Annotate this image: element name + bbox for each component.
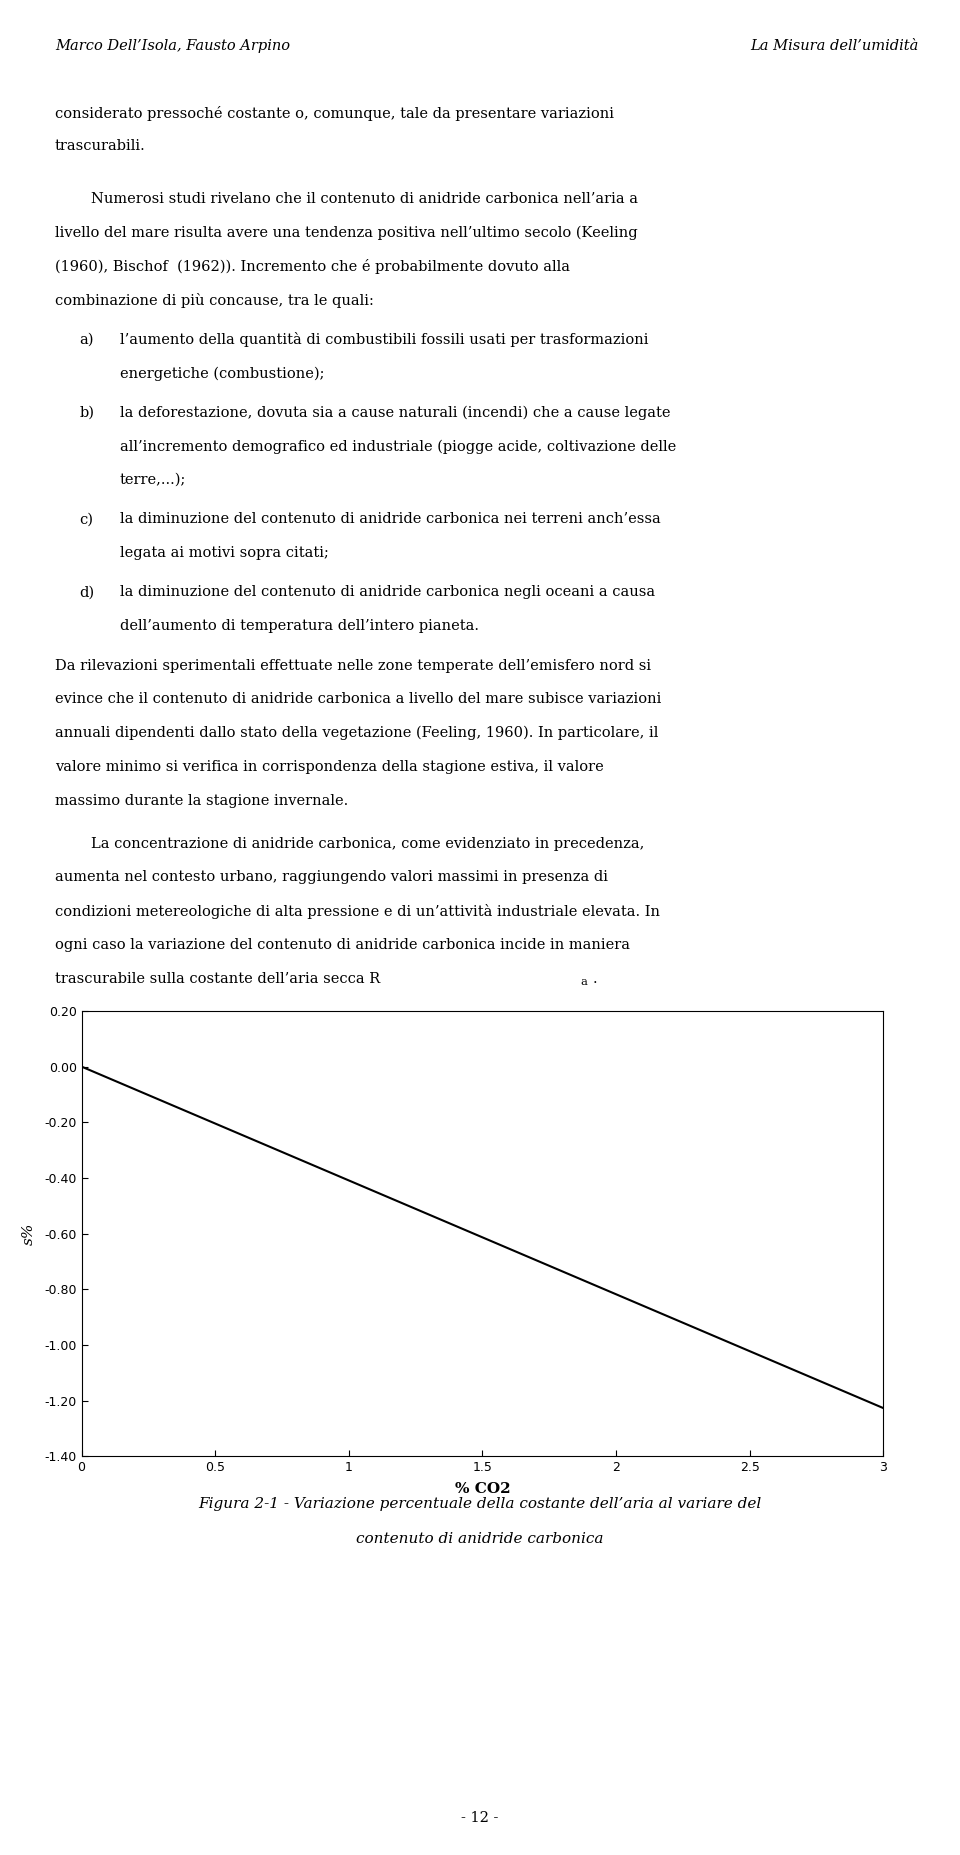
- Text: c): c): [80, 512, 94, 527]
- Text: all’incremento demografico ed industriale (piogge acide, coltivazione delle: all’incremento demografico ed industrial…: [120, 440, 676, 454]
- Text: Numerosi studi rivelano che il contenuto di anidride carbonica nell’aria a: Numerosi studi rivelano che il contenuto…: [91, 191, 638, 206]
- Text: terre,...);: terre,...);: [120, 473, 186, 488]
- Text: massimo durante la stagione invernale.: massimo durante la stagione invernale.: [55, 794, 348, 807]
- Text: Figura 2-1 - Variazione percentuale della costante dell’aria al variare del: Figura 2-1 - Variazione percentuale dell…: [199, 1497, 761, 1512]
- Y-axis label: s%: s%: [22, 1222, 36, 1245]
- Text: valore minimo si verifica in corrispondenza della stagione estiva, il valore: valore minimo si verifica in corrisponde…: [55, 761, 604, 774]
- Text: trascurabile sulla costante dell’aria secca R: trascurabile sulla costante dell’aria se…: [55, 972, 380, 985]
- Text: energetiche (combustione);: energetiche (combustione);: [120, 365, 324, 380]
- Text: considerato pressoché costante o, comunque, tale da presentare variazioni: considerato pressoché costante o, comunq…: [55, 106, 613, 121]
- Text: - 12 -: - 12 -: [462, 1810, 498, 1825]
- Text: contenuto di anidride carbonica: contenuto di anidride carbonica: [356, 1532, 604, 1547]
- Text: Marco Dell’Isola, Fausto Arpino: Marco Dell’Isola, Fausto Arpino: [55, 39, 290, 54]
- Text: (1960), Bischof  (1962)). Incremento che é probabilmente dovuto alla: (1960), Bischof (1962)). Incremento che …: [55, 260, 569, 275]
- Text: b): b): [80, 406, 95, 419]
- X-axis label: % CO2: % CO2: [455, 1482, 510, 1497]
- Text: la deforestazione, dovuta sia a cause naturali (incendi) che a cause legate: la deforestazione, dovuta sia a cause na…: [120, 406, 670, 419]
- Text: a: a: [581, 978, 588, 987]
- Text: la diminuzione del contenuto di anidride carbonica negli oceani a causa: la diminuzione del contenuto di anidride…: [120, 586, 655, 599]
- Text: evince che il contenuto di anidride carbonica a livello del mare subisce variazi: evince che il contenuto di anidride carb…: [55, 692, 661, 707]
- Text: combinazione di più concause, tra le quali:: combinazione di più concause, tra le qua…: [55, 293, 373, 308]
- Text: a): a): [80, 332, 94, 347]
- Text: legata ai motivi sopra citati;: legata ai motivi sopra citati;: [120, 545, 329, 560]
- Text: d): d): [80, 586, 95, 599]
- Text: trascurabili.: trascurabili.: [55, 139, 146, 154]
- Text: .: .: [592, 972, 597, 985]
- Text: dell’aumento di temperatura dell’intero pianeta.: dell’aumento di temperatura dell’intero …: [120, 620, 479, 633]
- Text: l’aumento della quantità di combustibili fossili usati per trasformazioni: l’aumento della quantità di combustibili…: [120, 332, 649, 347]
- Text: la diminuzione del contenuto di anidride carbonica nei terreni anch’essa: la diminuzione del contenuto di anidride…: [120, 512, 660, 527]
- Text: livello del mare risulta avere una tendenza positiva nell’ultimo secolo (Keeling: livello del mare risulta avere una tende…: [55, 226, 637, 239]
- Text: aumenta nel contesto urbano, raggiungendo valori massimi in presenza di: aumenta nel contesto urbano, raggiungend…: [55, 870, 608, 885]
- Text: ogni caso la variazione del contenuto di anidride carbonica incide in maniera: ogni caso la variazione del contenuto di…: [55, 939, 630, 952]
- Text: La concentrazione di anidride carbonica, come evidenziato in precedenza,: La concentrazione di anidride carbonica,…: [91, 837, 644, 851]
- Text: condizioni metereologiche di alta pressione e di un’attività industriale elevata: condizioni metereologiche di alta pressi…: [55, 903, 660, 920]
- Text: Da rilevazioni sperimentali effettuate nelle zone temperate dell’emisfero nord s: Da rilevazioni sperimentali effettuate n…: [55, 659, 651, 673]
- Text: annuali dipendenti dallo stato della vegetazione (Feeling, 1960). In particolare: annuali dipendenti dallo stato della veg…: [55, 725, 659, 740]
- Text: La Misura dell’umidità: La Misura dell’umidità: [751, 39, 919, 54]
